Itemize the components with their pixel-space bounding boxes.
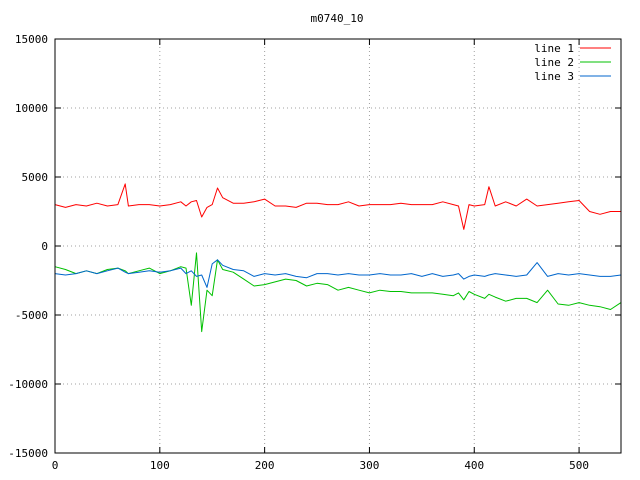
legend-label-3: line 3 [534,70,574,83]
x-tick-label: 400 [464,459,484,472]
grid-lines [55,39,621,453]
y-tick-label: -15000 [8,447,48,460]
x-tick-label: 100 [150,459,170,472]
y-tick-label: 15000 [15,33,48,46]
series-line-3 [54,259,622,288]
series-line-1 [54,183,621,230]
x-tick-label: 0 [52,459,59,472]
legend-label-2: line 2 [534,56,574,69]
legend-label-1: line 1 [534,42,574,55]
y-tick-label: -10000 [8,378,48,391]
y-tick-label: 5000 [22,171,49,184]
axis-ticks [54,38,621,454]
y-tick-label: -5000 [15,309,48,322]
y-tick-label: 0 [41,240,48,253]
y-tick-label: 10000 [15,102,48,115]
chart-title: m0740_10 [311,12,364,25]
y-axis-tick-labels: -15000 -10000 -5000 0 5000 10000 15000 [8,33,48,460]
series-line-2 [54,252,622,333]
x-tick-label: 300 [360,459,380,472]
x-tick-label: 200 [255,459,275,472]
series-lines [54,183,622,333]
x-tick-label: 500 [569,459,589,472]
x-axis-tick-labels: 0 100 200 300 400 500 [52,459,589,472]
